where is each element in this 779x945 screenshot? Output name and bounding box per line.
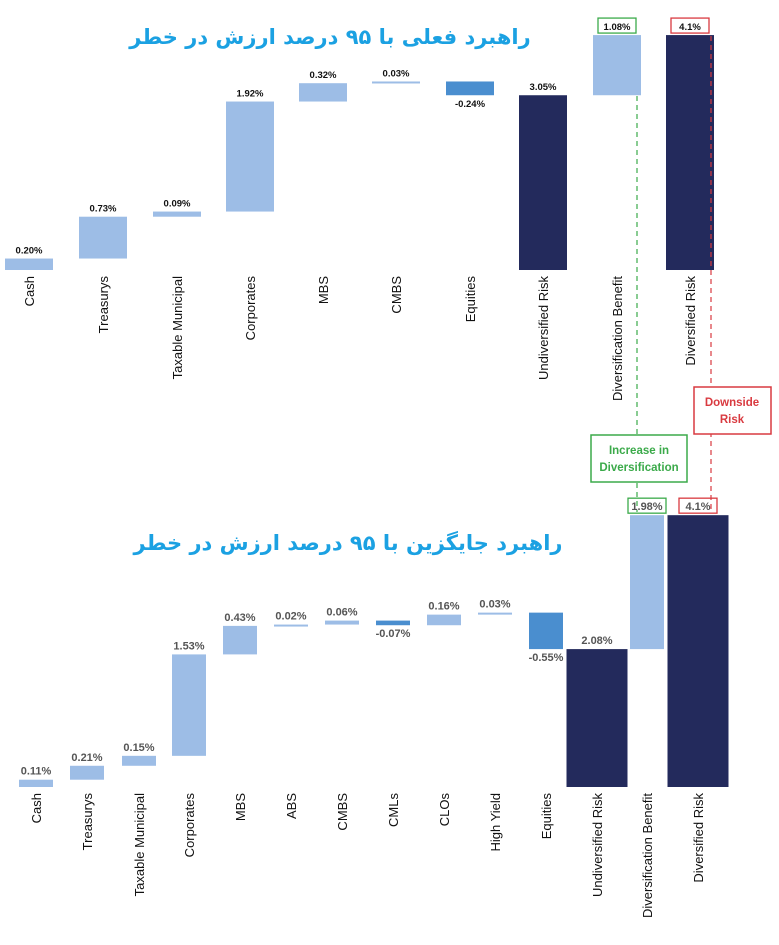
chart-1-plot: 0.20% Cash 0.73% Treasurys 0.09% Taxable Muni… <box>5 17 714 401</box>
downside-callout-line1: Downside <box>705 397 759 409</box>
category-label-treasurys: Treasurys <box>96 276 111 334</box>
category-label-taxable-municipal: Taxable Municipal <box>132 793 147 896</box>
bar-taxable-municipal <box>153 211 201 217</box>
bar-treasurys <box>70 765 104 780</box>
value-label-taxable-municipal: 0.09% <box>164 199 191 210</box>
value-label-diversification-benefit: 1.08% <box>604 22 631 33</box>
chart-2-plot: 0.11% Cash 0.21% Treasurys 0.15% Taxable Muni… <box>19 497 729 918</box>
category-label-high-yield: High Yield <box>488 793 503 852</box>
category-label-diversification-benefit: Diversification Benefit <box>640 793 655 918</box>
bar-undiversified-risk <box>519 95 567 270</box>
bar-cash <box>19 779 53 787</box>
category-label-equities: Equities <box>539 793 554 840</box>
value-label-box-diversification-benefit <box>597 17 637 34</box>
category-label-diversified-risk: Diversified Risk <box>691 793 706 883</box>
bar-diversification-benefit <box>593 35 641 96</box>
category-label-undiversified-risk: Undiversified Risk <box>590 793 605 898</box>
category-label-cash: Cash <box>22 276 37 306</box>
bar-diversification-benefit <box>630 515 664 650</box>
category-label-corporates: Corporates <box>243 276 258 341</box>
value-label-box-diversified-risk <box>678 497 718 514</box>
category-label-clos: CLOs <box>437 793 452 827</box>
value-label-equities: -0.24% <box>455 99 486 110</box>
downside-callout-box <box>693 386 772 435</box>
category-label-cash: Cash <box>29 793 44 823</box>
bar-equities <box>446 81 494 96</box>
bar-clos <box>427 614 461 626</box>
value-label-cmbs: 0.03% <box>383 68 410 79</box>
bar-treasurys <box>79 216 127 259</box>
value-label-equities: -0.55% <box>529 652 564 664</box>
category-label-equities: Equities <box>463 276 478 323</box>
value-label-mbs: 0.32% <box>310 70 337 81</box>
downside-callout-line2: Risk <box>720 414 745 426</box>
value-label-undiversified-risk: 3.05% <box>530 82 557 93</box>
value-label-corporates: 1.53% <box>173 640 204 652</box>
category-label-diversification-benefit: Diversification Benefit <box>610 276 625 401</box>
value-label-taxable-municipal: 0.15% <box>123 742 154 754</box>
bar-cmbs <box>325 620 359 625</box>
value-label-treasurys: 0.73% <box>90 204 117 215</box>
bar-diversified-risk <box>667 515 729 787</box>
bar-mbs <box>299 83 347 102</box>
category-label-mbs: MBS <box>316 276 331 305</box>
increase-callout-box <box>590 434 688 483</box>
value-label-diversified-risk: 4.1% <box>679 22 701 33</box>
value-label-diversified-risk: 4.1% <box>685 501 710 513</box>
bar-undiversified-risk <box>566 649 628 787</box>
value-label-abs: 0.02% <box>275 611 306 623</box>
category-label-taxable-municipal: Taxable Municipal <box>170 276 185 379</box>
value-label-undiversified-risk: 2.08% <box>581 635 612 647</box>
increase-callout-line2: Diversification <box>599 462 678 474</box>
value-label-cash: 0.20% <box>16 246 43 257</box>
value-label-diversification-benefit: 1.98% <box>631 501 662 513</box>
bar-diversified-risk <box>666 35 714 270</box>
bar-cmls <box>376 620 410 626</box>
value-label-cash: 0.11% <box>21 766 52 778</box>
value-label-cmbs: 0.06% <box>326 607 357 619</box>
category-label-abs: ABS <box>284 793 299 819</box>
increase-callout-line1: Increase in <box>609 445 669 457</box>
bar-cash <box>5 258 53 270</box>
bar-high-yield <box>478 612 512 615</box>
category-label-undiversified-risk: Undiversified Risk <box>536 276 551 381</box>
bar-mbs <box>223 625 257 655</box>
value-label-treasurys: 0.21% <box>71 752 102 764</box>
chart-1-title: راهبرد فعلی با ۹۵ درصد ارزش در خطر <box>128 25 530 49</box>
category-label-cmls: CMLs <box>386 793 401 827</box>
value-label-clos: 0.16% <box>428 601 459 613</box>
bar-corporates <box>226 101 274 212</box>
increase-diversification-callout: Increase in Diversification <box>590 434 688 483</box>
value-label-mbs: 0.43% <box>224 612 255 624</box>
value-label-cmls: -0.07% <box>376 628 411 640</box>
bar-abs <box>274 624 308 627</box>
category-label-cmbs: CMBS <box>389 276 404 314</box>
bar-cmbs <box>372 81 420 84</box>
value-label-corporates: 1.92% <box>237 89 264 100</box>
category-label-cmbs: CMBS <box>335 793 350 831</box>
category-label-treasurys: Treasurys <box>80 793 95 851</box>
category-label-corporates: Corporates <box>182 793 197 858</box>
category-label-diversified-risk: Diversified Risk <box>683 276 698 366</box>
category-label-mbs: MBS <box>233 793 248 822</box>
bar-corporates <box>172 654 206 756</box>
downside-risk-callout: Downside Risk <box>693 386 772 435</box>
value-label-box-diversified-risk <box>670 17 710 34</box>
chart-2-title: راهبرد جایگزین با ۹۵ درصد ارزش در خطر <box>133 530 563 555</box>
bar-equities <box>529 612 563 650</box>
bar-taxable-municipal <box>122 755 156 766</box>
value-label-high-yield: 0.03% <box>479 599 510 611</box>
